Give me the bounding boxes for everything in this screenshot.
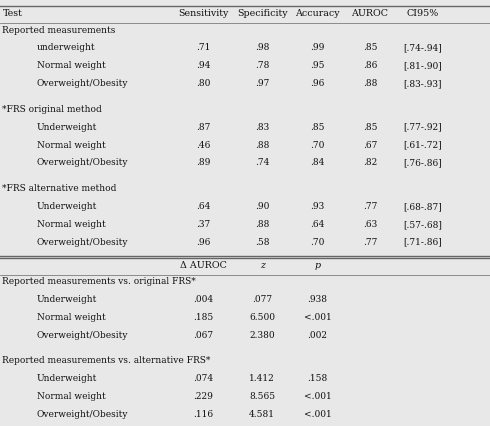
Text: .85: .85 — [363, 123, 377, 132]
Text: .185: .185 — [193, 313, 214, 322]
Text: [.77-.92]: [.77-.92] — [403, 123, 441, 132]
Text: .88: .88 — [255, 220, 270, 229]
Text: Overweight/Obesity: Overweight/Obesity — [37, 158, 128, 167]
Text: .96: .96 — [310, 79, 325, 88]
Text: 8.565: 8.565 — [249, 392, 275, 401]
Text: .83: .83 — [255, 123, 270, 132]
Text: .46: .46 — [196, 141, 211, 150]
Text: .158: .158 — [307, 374, 328, 383]
Text: .63: .63 — [363, 220, 377, 229]
Text: Normal weight: Normal weight — [37, 220, 105, 229]
Text: .89: .89 — [196, 158, 211, 167]
Text: [.76-.86]: [.76-.86] — [403, 158, 442, 167]
Text: .96: .96 — [196, 238, 211, 247]
Text: p: p — [315, 261, 320, 270]
Text: *FRS original method: *FRS original method — [2, 105, 102, 114]
Text: .85: .85 — [310, 123, 325, 132]
Text: .58: .58 — [255, 238, 270, 247]
Text: Reported measurements vs. alternative FRS*: Reported measurements vs. alternative FR… — [2, 357, 211, 366]
Text: .67: .67 — [363, 141, 377, 150]
Text: .77: .77 — [363, 202, 377, 211]
Text: [.61-.72]: [.61-.72] — [403, 141, 441, 150]
Text: .71: .71 — [196, 43, 211, 52]
Text: [.74-.94]: [.74-.94] — [403, 43, 442, 52]
Text: .74: .74 — [255, 158, 270, 167]
Text: Normal weight: Normal weight — [37, 141, 105, 150]
Text: Reported measurements: Reported measurements — [2, 26, 116, 35]
Text: [.83-.93]: [.83-.93] — [403, 79, 441, 88]
Text: *FRS alternative method: *FRS alternative method — [2, 184, 117, 193]
Text: Test: Test — [2, 9, 23, 18]
Text: Overweight/Obesity: Overweight/Obesity — [37, 79, 128, 88]
Text: Sensitivity: Sensitivity — [178, 9, 228, 18]
Text: AUROC: AUROC — [351, 9, 389, 18]
Text: .95: .95 — [310, 61, 325, 70]
Text: Δ AUROC: Δ AUROC — [180, 261, 227, 270]
Text: [.57-.68]: [.57-.68] — [403, 220, 442, 229]
Text: [.71-.86]: [.71-.86] — [403, 238, 442, 247]
Text: Underweight: Underweight — [37, 123, 97, 132]
Text: .80: .80 — [196, 79, 211, 88]
Text: Underweight: Underweight — [37, 202, 97, 211]
Text: Underweight: Underweight — [37, 374, 97, 383]
Text: .93: .93 — [310, 202, 325, 211]
Text: Overweight/Obesity: Overweight/Obesity — [37, 410, 128, 419]
Text: .64: .64 — [196, 202, 211, 211]
Text: Specificity: Specificity — [237, 9, 288, 18]
Text: .94: .94 — [196, 61, 211, 70]
Text: Accuracy: Accuracy — [295, 9, 340, 18]
Text: 4.581: 4.581 — [249, 410, 275, 419]
Text: Reported measurements vs. original FRS*: Reported measurements vs. original FRS* — [2, 277, 196, 286]
Text: Underweight: Underweight — [37, 295, 97, 304]
Text: .88: .88 — [363, 79, 377, 88]
Text: .116: .116 — [193, 410, 214, 419]
Text: .37: .37 — [196, 220, 211, 229]
Text: Overweight/Obesity: Overweight/Obesity — [37, 331, 128, 340]
Text: <.001: <.001 — [304, 410, 331, 419]
Text: .98: .98 — [255, 43, 270, 52]
Text: .85: .85 — [363, 43, 377, 52]
Text: .87: .87 — [196, 123, 211, 132]
Text: Normal weight: Normal weight — [37, 313, 105, 322]
Text: .077: .077 — [252, 295, 272, 304]
Text: .64: .64 — [310, 220, 325, 229]
Text: .70: .70 — [310, 238, 325, 247]
Text: underweight: underweight — [37, 43, 96, 52]
Text: .84: .84 — [310, 158, 325, 167]
Text: .229: .229 — [194, 392, 213, 401]
Text: CI95%: CI95% — [406, 9, 439, 18]
Text: <.001: <.001 — [304, 392, 331, 401]
Text: .77: .77 — [363, 238, 377, 247]
Text: .074: .074 — [193, 374, 214, 383]
Text: .004: .004 — [193, 295, 214, 304]
Text: .88: .88 — [255, 141, 270, 150]
Text: .97: .97 — [255, 79, 270, 88]
Text: [.68-.87]: [.68-.87] — [403, 202, 442, 211]
Text: [.81-.90]: [.81-.90] — [403, 61, 442, 70]
Text: .067: .067 — [193, 331, 214, 340]
Text: .82: .82 — [363, 158, 377, 167]
Text: Overweight/Obesity: Overweight/Obesity — [37, 238, 128, 247]
Text: 6.500: 6.500 — [249, 313, 275, 322]
Text: .86: .86 — [363, 61, 377, 70]
Text: z: z — [260, 261, 265, 270]
Text: 1.412: 1.412 — [249, 374, 275, 383]
Text: .90: .90 — [255, 202, 270, 211]
Text: .002: .002 — [308, 331, 327, 340]
Text: .70: .70 — [310, 141, 325, 150]
Text: <.001: <.001 — [304, 313, 331, 322]
Text: 2.380: 2.380 — [249, 331, 275, 340]
Text: .938: .938 — [308, 295, 327, 304]
Text: Normal weight: Normal weight — [37, 61, 105, 70]
Text: .99: .99 — [310, 43, 325, 52]
Text: Normal weight: Normal weight — [37, 392, 105, 401]
Text: .78: .78 — [255, 61, 270, 70]
